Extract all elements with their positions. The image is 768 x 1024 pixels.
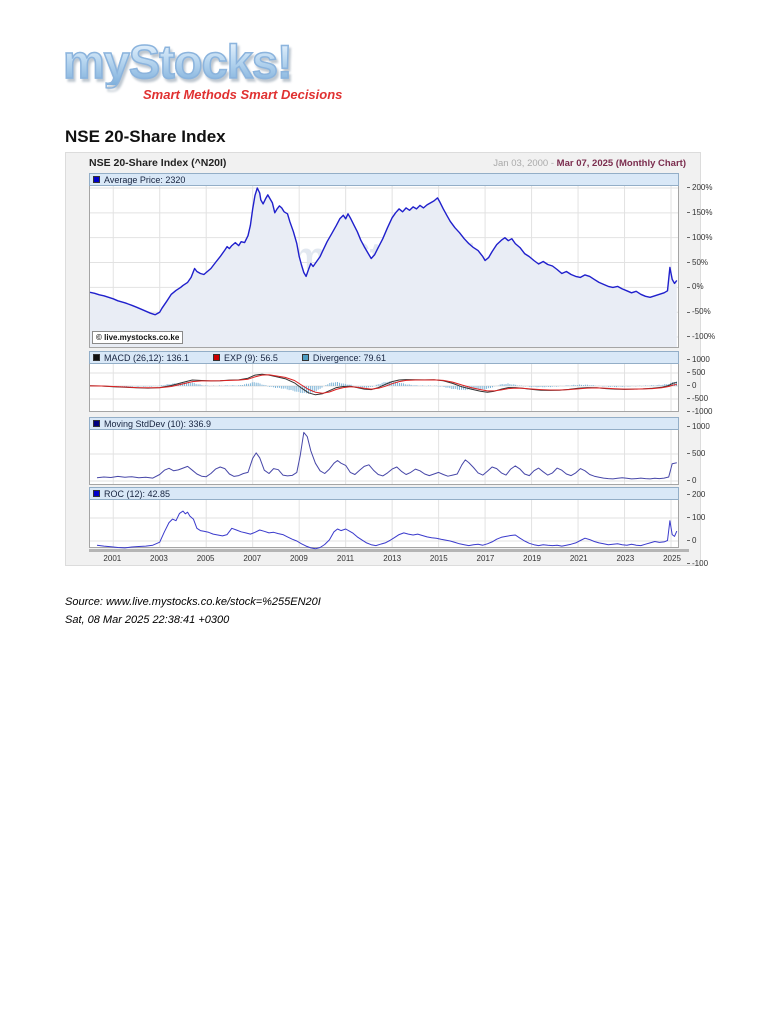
macd-panel: MACD (26,12): 136.1 EXP (9): 56.5 Divergen… bbox=[89, 351, 712, 415]
chart-canvas-stddev bbox=[90, 430, 678, 484]
legend-item: Divergence: 79.61 bbox=[301, 352, 386, 363]
stddev-panel: Moving StdDev (10): 336.9 1000 500 0 bbox=[89, 417, 710, 485]
chart-date-range: Jan 03, 2000 - Mar 07, 2025 (Monthly Cha… bbox=[493, 158, 686, 169]
y-tick-label: 50% bbox=[687, 258, 708, 267]
y-tick-label: 100 bbox=[687, 513, 705, 522]
price-panel: Average Price: 2320 myStocks! Smart Meth… bbox=[89, 173, 715, 348]
roc-plot bbox=[89, 500, 679, 550]
roc-legend: ROC (12): 42.85 bbox=[89, 487, 679, 500]
legend-label: MACD (26,12): 136.1 bbox=[104, 352, 190, 363]
logo-wordmark: myStocks! bbox=[62, 37, 342, 86]
mystocks-logo: myStocks! Smart Methods Smart Decisions bbox=[62, 37, 343, 102]
stddev-plot bbox=[89, 430, 679, 485]
legend-item: Moving StdDev (10): 336.9 bbox=[93, 419, 211, 429]
page-title: NSE 20-Share Index bbox=[65, 127, 226, 146]
legend-label: Divergence: 79.61 bbox=[312, 352, 386, 363]
y-tick-label: 200 bbox=[687, 490, 705, 499]
copyright-badge: © live.mystocks.co.ke bbox=[92, 331, 184, 344]
chart-title: NSE 20-Share Index (^N20I) bbox=[89, 157, 227, 169]
chart-header: NSE 20-Share Index (^N20I) Jan 03, 2000 … bbox=[89, 157, 686, 169]
chart-canvas-roc bbox=[90, 500, 678, 550]
x-tick-label: 2003 bbox=[150, 554, 168, 563]
x-axis-labels: 2001 2003 2005 2007 2009 2011 2013 2015 2017 2019… bbox=[89, 554, 681, 564]
legend-label: ROC (12): 42.85 bbox=[104, 488, 171, 499]
x-tick-label: 2017 bbox=[476, 554, 495, 563]
source-line: Source: www.live.mystocks.co.ke/stock=%2… bbox=[65, 596, 321, 608]
y-tick-label: 0 bbox=[687, 477, 696, 485]
x-tick-label: 2021 bbox=[569, 554, 588, 563]
timestamp-line: Sat, 08 Mar 2025 22:38:41 +0300 bbox=[65, 614, 230, 626]
legend-swatch-icon bbox=[93, 420, 100, 427]
x-tick-label: 2019 bbox=[523, 554, 541, 563]
y-tick-label: 0% bbox=[687, 283, 704, 291]
legend-item: Average Price: 2320 bbox=[93, 175, 185, 185]
x-tick-label: 2013 bbox=[383, 554, 402, 563]
y-tick-label: -100% bbox=[687, 333, 715, 341]
macd-plot bbox=[89, 364, 679, 412]
x-tick-label: 2009 bbox=[289, 554, 308, 563]
x-tick-label: 2005 bbox=[196, 554, 215, 563]
x-tick-label: 2015 bbox=[429, 554, 448, 563]
price-plot: myStocks! Smart Methods Smart Decisions … bbox=[89, 186, 679, 348]
legend-label: Average Price: 2320 bbox=[104, 174, 186, 185]
y-tick-label: -1000 bbox=[687, 407, 712, 416]
y-tick-label: -500 bbox=[687, 394, 708, 403]
legend-item: MACD (26,12): 136.1 bbox=[93, 353, 189, 363]
legend-swatch-icon bbox=[93, 176, 100, 183]
y-tick-label: 500 bbox=[687, 450, 705, 458]
y-tick-label: 1000 bbox=[687, 356, 710, 364]
stddev-legend: Moving StdDev (10): 336.9 bbox=[89, 417, 679, 430]
y-tick-label: 0 bbox=[687, 537, 696, 545]
y-tick-label: 500 bbox=[687, 368, 705, 377]
y-tick-label: 0 bbox=[687, 381, 696, 390]
legend-swatch-icon bbox=[301, 354, 309, 361]
x-tick-label: 2023 bbox=[616, 554, 635, 563]
x-tick-label: 2001 bbox=[103, 554, 122, 563]
legend-swatch-icon bbox=[93, 490, 100, 497]
chart-canvas-price bbox=[89, 186, 678, 347]
y-tick-label: 200% bbox=[687, 184, 712, 192]
y-tick-label: 100% bbox=[687, 233, 712, 242]
chart-canvas-macd bbox=[89, 364, 678, 411]
roc-panel: ROC (12): 42.85 200 100 0 -100 bbox=[89, 487, 708, 568]
x-tick-label: 2011 bbox=[336, 554, 355, 563]
price-legend: Average Price: 2320 bbox=[89, 173, 679, 186]
x-tick-label: 2025 bbox=[663, 554, 681, 563]
y-tick-label: -50% bbox=[687, 308, 711, 316]
logo-tagline: Smart Methods Smart Decisions bbox=[143, 87, 343, 102]
legend-swatch-icon bbox=[213, 354, 221, 361]
x-tick-label: 2007 bbox=[243, 554, 262, 563]
legend-item: EXP (9): 56.5 bbox=[213, 353, 278, 363]
date-range-start: Jan 03, 2000 - bbox=[493, 158, 557, 169]
legend-label: Moving StdDev (10): 336.9 bbox=[104, 418, 212, 429]
date-range-end: Mar 07, 2025 (Monthly Chart) bbox=[556, 158, 686, 169]
legend-item: ROC (12): 42.85 bbox=[93, 489, 170, 499]
macd-legend: MACD (26,12): 136.1 EXP (9): 56.5 Divergen… bbox=[89, 351, 679, 364]
y-tick-label: 1000 bbox=[687, 422, 710, 431]
y-tick-label: 150% bbox=[687, 208, 712, 217]
y-tick-label: -100 bbox=[687, 560, 708, 568]
legend-swatch-icon bbox=[93, 354, 100, 361]
legend-label: EXP (9): 56.5 bbox=[224, 352, 278, 363]
x-axis-bar bbox=[89, 549, 689, 552]
chart-container: NSE 20-Share Index (^N20I) Jan 03, 2000 … bbox=[65, 152, 715, 568]
